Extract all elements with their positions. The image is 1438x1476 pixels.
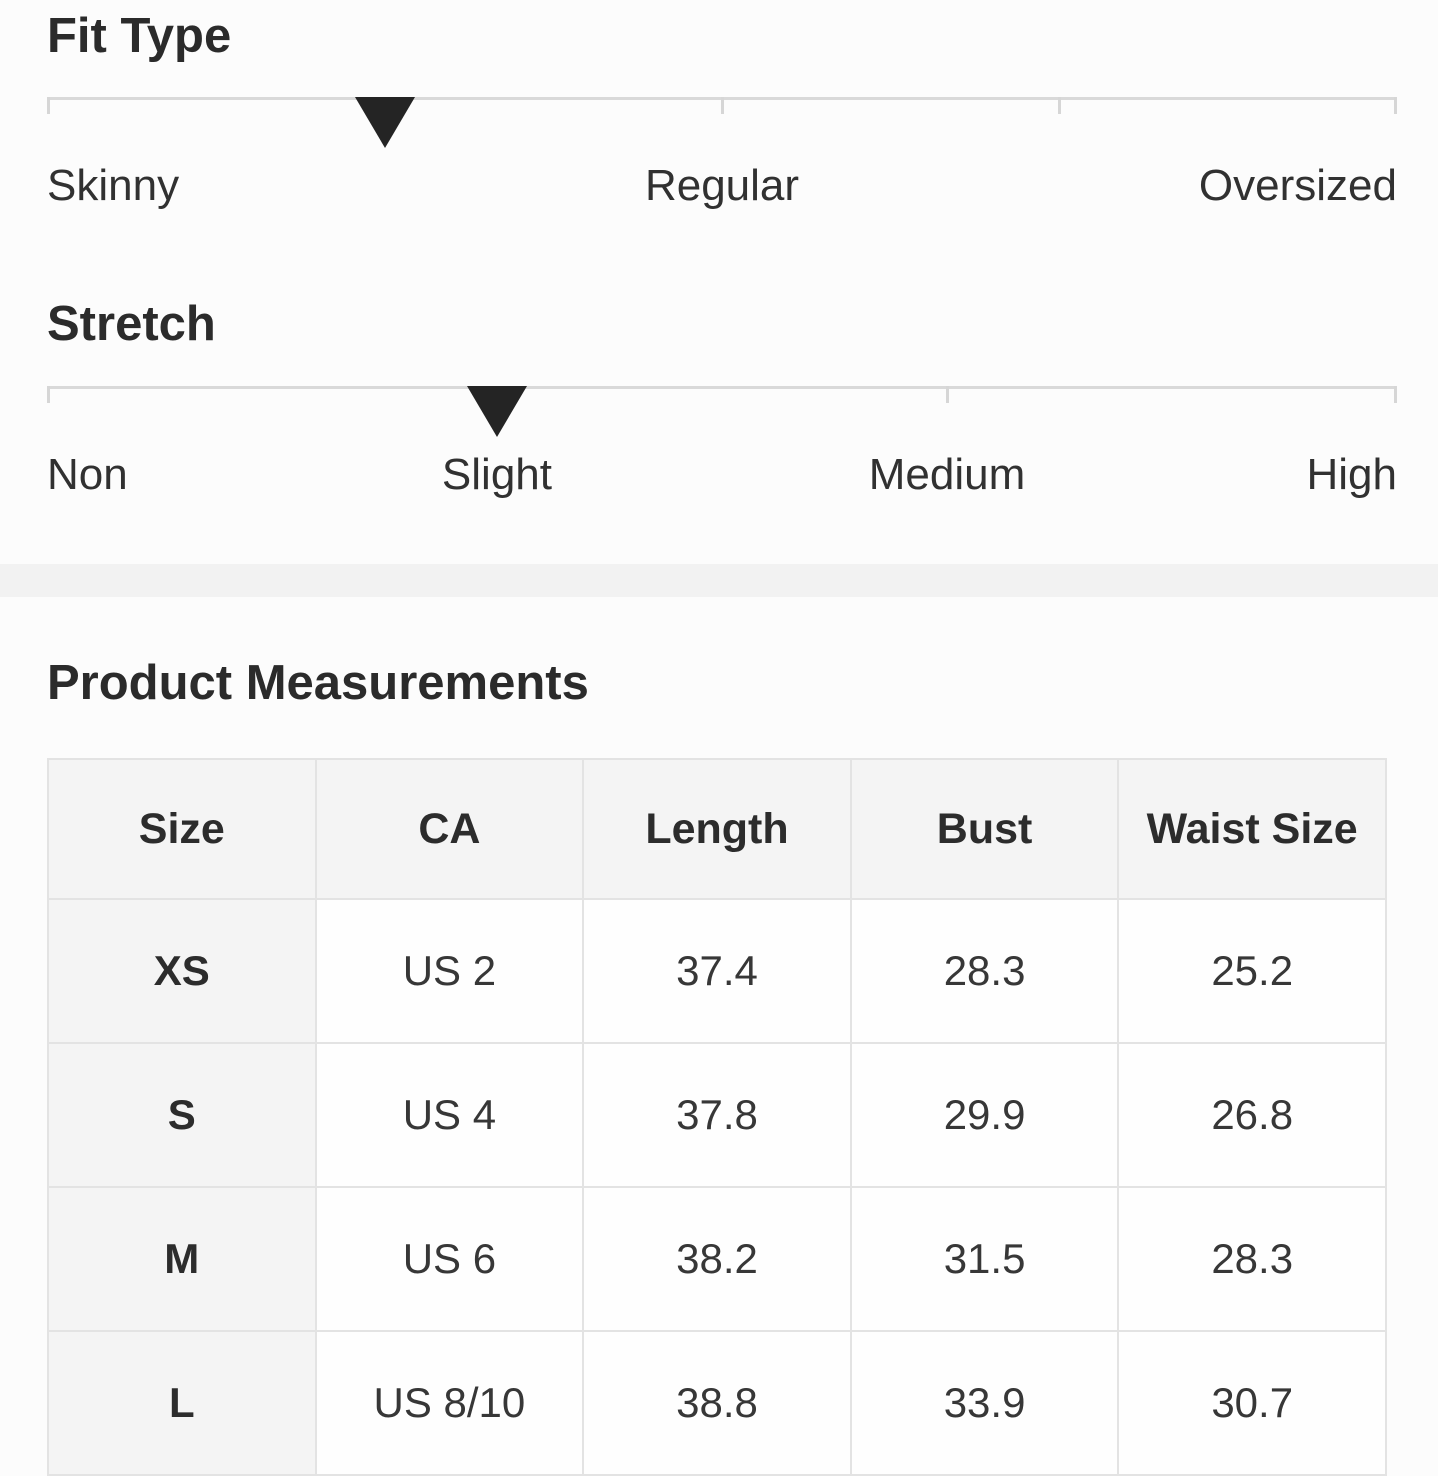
size-cell: L	[47, 1330, 317, 1476]
table-cell: 37.4	[582, 898, 852, 1045]
marker-triangle-icon	[354, 97, 415, 149]
table-cell: 30.7	[1117, 1330, 1387, 1476]
table-cell: US 8/10	[314, 1330, 585, 1476]
table-row: L US 8/10 38.8 33.9 30.7	[47, 1330, 1387, 1476]
scale-label: Regular	[644, 161, 800, 211]
table-row: S US 4 37.8 29.9 26.8	[47, 1042, 1387, 1189]
fit-type-scale-labels: Skinny Regular Oversized	[47, 161, 1397, 220]
table-cell: 38.8	[582, 1330, 852, 1476]
section-divider	[0, 563, 1438, 597]
measurements-table-head: Size CA Length Bust Waist Size	[47, 758, 1387, 901]
table-cell: 26.8	[1117, 1042, 1387, 1189]
table-column-header: Bust	[849, 758, 1120, 901]
stretch-scale: Non Slight Medium High	[47, 385, 1398, 509]
scale-label: Skinny	[47, 161, 180, 211]
scale-tick	[47, 385, 50, 403]
marker-triangle-icon	[466, 385, 527, 437]
scale-tick	[1394, 385, 1397, 403]
table-cell: US 2	[314, 898, 585, 1045]
size-cell: XS	[47, 898, 317, 1045]
table-column-header: Waist Size	[1117, 758, 1387, 901]
table-row: M US 6 38.2 31.5 28.3	[47, 1186, 1387, 1333]
table-cell: US 6	[314, 1186, 585, 1333]
table-cell: 33.9	[849, 1330, 1120, 1476]
scale-tick	[1058, 97, 1061, 115]
table-column-header: CA	[314, 758, 585, 901]
table-cell: 38.2	[582, 1186, 852, 1333]
scale-label: Oversized	[1198, 161, 1397, 211]
table-header-row: Size CA Length Bust Waist Size	[47, 758, 1387, 901]
scale-label: Slight	[441, 449, 552, 499]
stretch-scale-line	[47, 385, 1397, 437]
table-cell: 25.2	[1117, 898, 1387, 1045]
fit-type-heading: Fit Type	[47, 9, 232, 63]
table-cell: 28.3	[849, 898, 1120, 1045]
stretch-heading: Stretch	[47, 297, 216, 352]
table-column-header: Length	[582, 758, 852, 901]
fit-type-scale: Skinny Regular Oversized	[47, 97, 1397, 220]
scale-tick	[720, 97, 724, 115]
table-cell: US 4	[314, 1042, 585, 1189]
table-cell: 31.5	[849, 1186, 1120, 1333]
scale-tick	[945, 385, 949, 403]
table-row: XS US 2 37.4 28.3 25.2	[47, 898, 1387, 1045]
product-measurements-heading: Product Measurements	[47, 655, 589, 710]
fit-type-scale-line	[47, 97, 1397, 149]
scale-label: Non	[47, 449, 128, 499]
measurements-table-body: XS US 2 37.4 28.3 25.2 S US 4 37.8 29.9 26.8 M US 6…	[47, 898, 1387, 1476]
measurements-table: Size CA Length Bust Waist Size XS US 2 37.4 28.…	[47, 758, 1387, 1476]
scale-label: High	[1306, 449, 1398, 499]
scale-tick	[1394, 97, 1397, 115]
table-cell: 29.9	[849, 1042, 1120, 1189]
scale-tick	[47, 97, 50, 115]
size-cell: M	[47, 1186, 317, 1333]
size-cell: S	[47, 1042, 317, 1189]
scale-label: Medium	[868, 449, 1026, 499]
stretch-scale-labels: Non Slight Medium High	[47, 449, 1398, 509]
table-cell: 37.8	[582, 1042, 852, 1189]
table-column-header: Size	[47, 758, 317, 901]
table-cell: 28.3	[1117, 1186, 1387, 1333]
